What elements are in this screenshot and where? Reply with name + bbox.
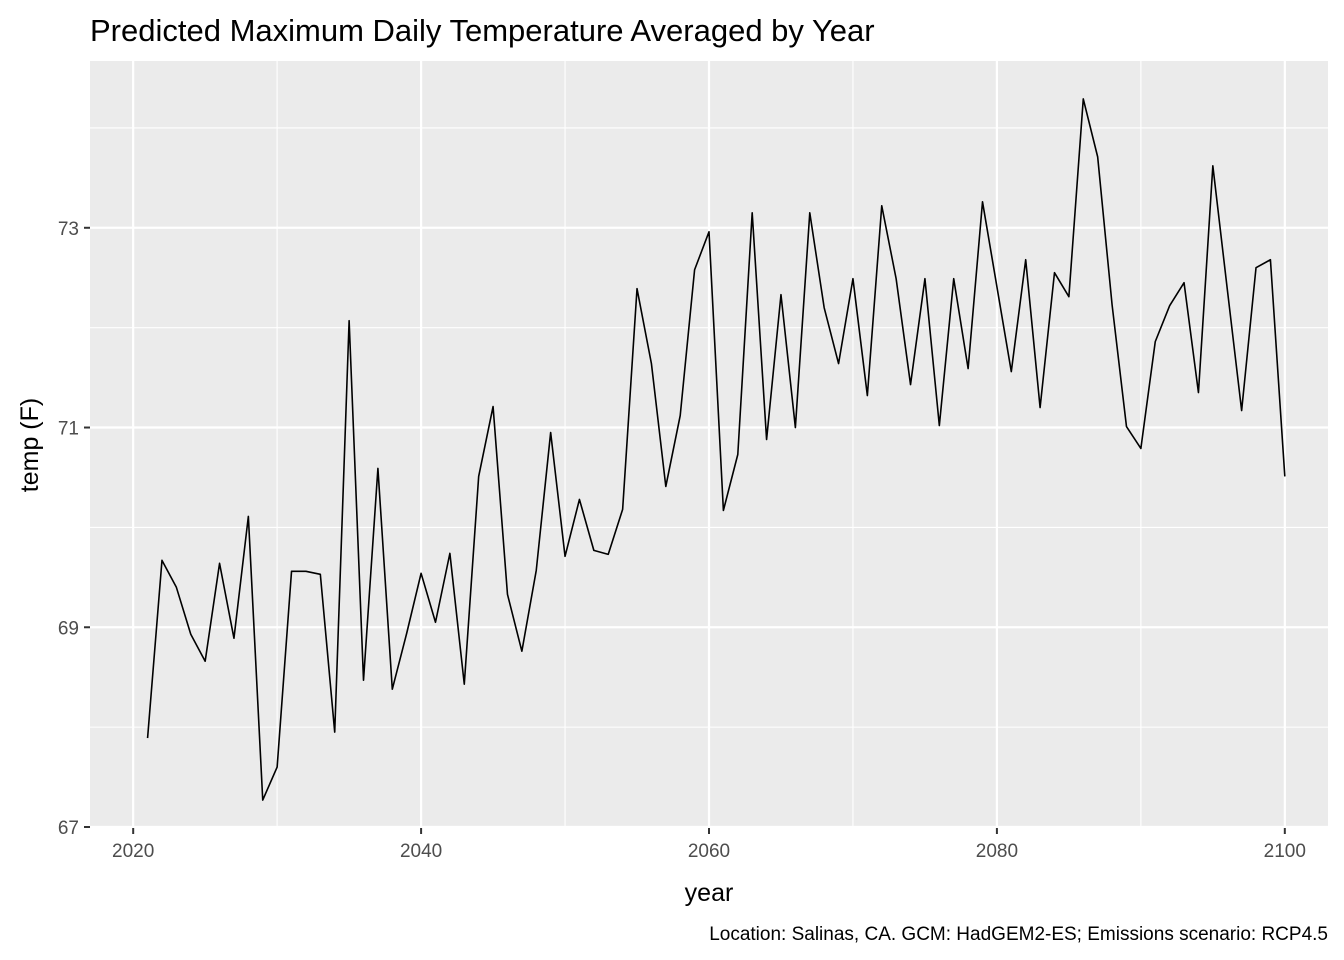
x-tick-label: 2100 — [1264, 841, 1306, 862]
y-axis-title: temp (F) — [16, 398, 44, 492]
temperature-series-line — [146, 98, 1286, 801]
chart-caption: Location: Salinas, CA. GCM: HadGEM2-ES; … — [709, 924, 1328, 945]
chart-title: Predicted Maximum Daily Temperature Aver… — [90, 13, 875, 48]
x-tick-label: 2080 — [976, 841, 1018, 862]
x-axis-title: year — [685, 879, 734, 907]
x-axis: 2020 2040 2060 2080 2100 — [112, 828, 1306, 862]
y-tick-label: 69 — [58, 618, 79, 639]
x-tick-label: 2020 — [112, 841, 154, 862]
y-tick-label: 71 — [58, 419, 79, 440]
x-tick-label: 2060 — [688, 841, 730, 862]
y-axis: 67 69 71 73 — [58, 219, 90, 839]
x-tick-label: 2040 — [400, 841, 442, 862]
y-tick-label: 73 — [58, 219, 79, 240]
y-tick-label: 67 — [58, 818, 79, 839]
major-gridlines — [90, 61, 1328, 829]
